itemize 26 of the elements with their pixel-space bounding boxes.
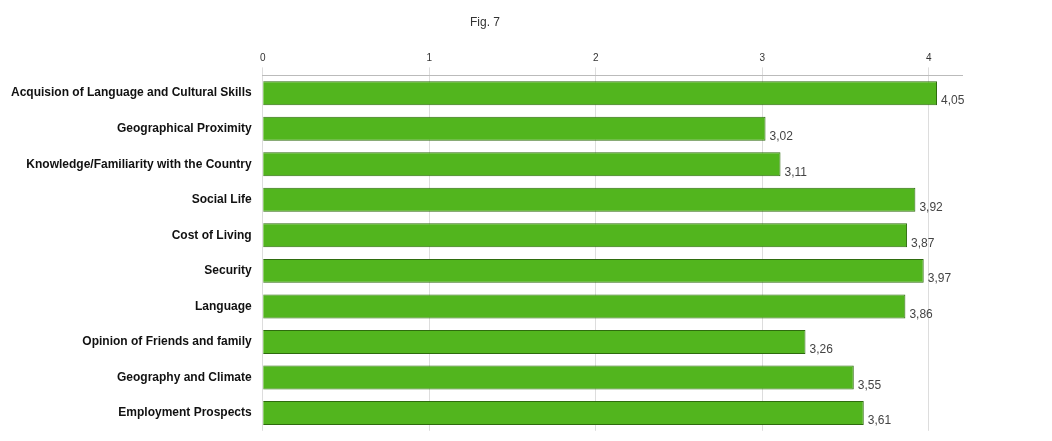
y-tick-label: Security <box>204 263 253 278</box>
y-tick-label: Cost of Living <box>171 227 252 242</box>
x-tick-label: 2 <box>592 52 599 64</box>
x-tick-label: 3 <box>759 52 766 64</box>
x-tick-label: 1 <box>426 52 433 64</box>
y-tick-label: Opinion of Friends and family <box>82 334 253 349</box>
y-tick-label: Social Life <box>191 192 252 207</box>
data-label: 3,87 <box>911 235 935 250</box>
data-label: 3,61 <box>867 413 892 428</box>
x-tick-label: 0 <box>259 52 266 64</box>
y-tick-label: Acquision of Language and Cultural Skills <box>10 85 253 100</box>
data-label: 3,97 <box>927 271 952 286</box>
y-tick-label: Geography and Climate <box>116 369 253 384</box>
x-tick-label: 4 <box>925 52 932 64</box>
chart-title: Fig. 7 <box>469 14 501 29</box>
data-label: 3,86 <box>909 306 934 321</box>
data-label: 3,92 <box>919 200 944 215</box>
y-tick-label: Knowledge/Familiarity with the Country <box>26 156 253 171</box>
data-label: 3,02 <box>769 129 794 144</box>
data-label: 3,11 <box>784 164 808 179</box>
data-label: 3,26 <box>809 342 834 357</box>
y-tick-label: Geographical Proximity <box>116 121 253 136</box>
data-label: 4,05 <box>941 93 965 108</box>
data-label: 3,55 <box>857 377 882 392</box>
y-tick-label: Employment Prospects <box>118 405 253 420</box>
y-tick-label: Language <box>195 298 253 313</box>
